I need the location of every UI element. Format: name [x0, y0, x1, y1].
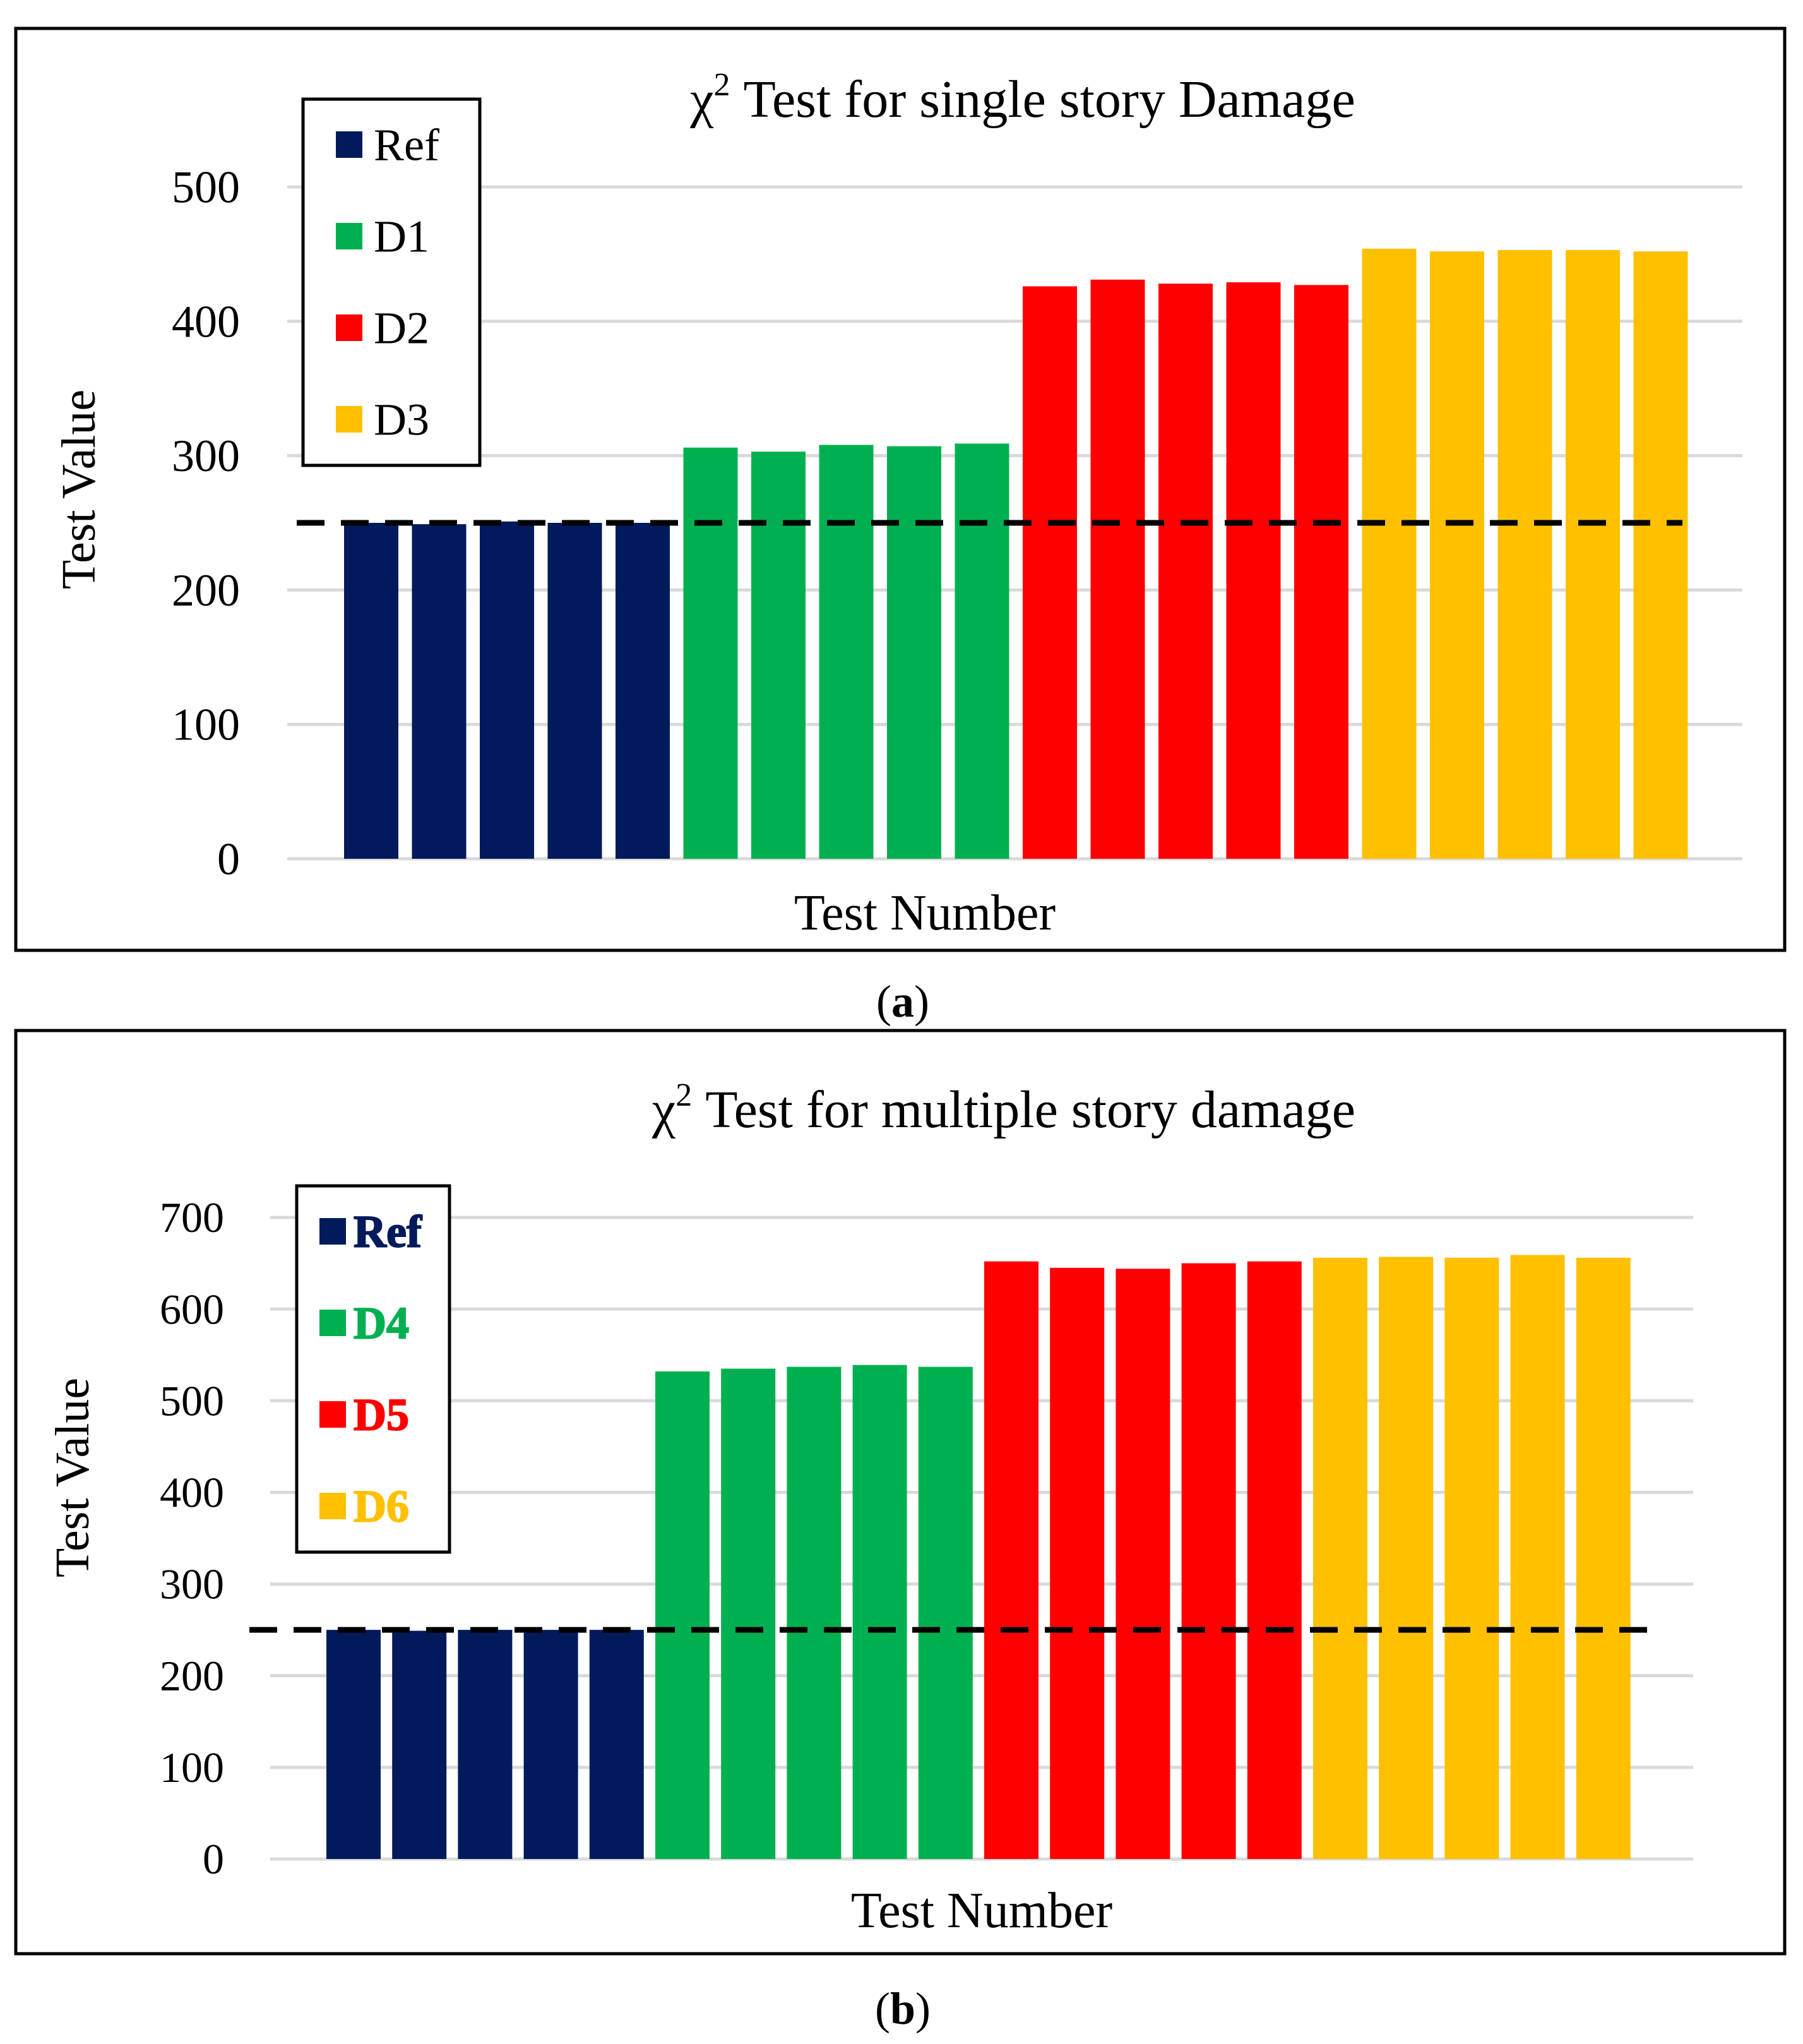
legend-swatch-ref — [336, 131, 362, 158]
bar-d6 — [1379, 1257, 1434, 1859]
panel-b-caption: (b) — [875, 1983, 931, 2034]
legend-label-d5: D5 — [354, 1389, 409, 1440]
bar-ref — [616, 523, 670, 859]
chart-title: χ2 Test for single story Damage — [689, 67, 1355, 129]
bar-d5 — [1050, 1267, 1105, 1859]
legend-swatch-ref — [319, 1218, 346, 1245]
legend: Ref D4 D5 D6 — [295, 1184, 451, 1554]
y-tick-label: 700 — [160, 1193, 224, 1241]
bar-ref — [344, 523, 398, 859]
bar-ref — [589, 1630, 644, 1859]
y-tick-label: 200 — [160, 1652, 224, 1700]
bar-d3 — [1566, 250, 1620, 859]
legend-box — [295, 1184, 451, 1554]
bar-d1 — [819, 445, 874, 859]
legend-swatch-d1 — [336, 223, 362, 249]
bar-d2 — [1294, 285, 1348, 859]
legend-label-d2: D2 — [374, 302, 429, 353]
bar-d3 — [1633, 251, 1688, 859]
bar-d2 — [1090, 279, 1145, 859]
legend-swatch-d2 — [336, 314, 362, 341]
bar-ref — [412, 524, 467, 859]
legend-box — [301, 97, 482, 467]
legend: Ref D1 D2 D3 — [301, 97, 482, 467]
bar-ref — [326, 1630, 381, 1859]
bar-d4 — [787, 1366, 842, 1859]
bar-d2 — [1226, 282, 1281, 859]
bar-ref — [547, 523, 602, 859]
panel-b: χ2 Test for multiple story damage 0 100 20… — [14, 1029, 1787, 1956]
legend-label-ref: Ref — [374, 119, 439, 170]
bar-d6 — [1444, 1257, 1499, 1859]
bar-d4 — [655, 1371, 710, 1859]
legend-swatch-d3 — [336, 406, 362, 433]
bar-d2 — [1158, 284, 1213, 859]
y-tick-label: 300 — [160, 1560, 224, 1608]
chart-title: χ2 Test for multiple story damage — [652, 1077, 1355, 1139]
bar-d3 — [1430, 251, 1484, 859]
bar-d4 — [852, 1365, 907, 1859]
legend-label-d3: D3 — [374, 394, 429, 445]
y-tick-label: 100 — [172, 700, 240, 750]
y-tick-label: 200 — [172, 565, 240, 616]
y-tick-label: 300 — [172, 431, 240, 481]
legend-label-ref: Ref — [354, 1206, 422, 1257]
y-tick-label: 400 — [160, 1469, 224, 1517]
bar-d3 — [1497, 250, 1552, 859]
bar-d3 — [1362, 248, 1417, 859]
bar-d5 — [1181, 1263, 1236, 1859]
y-tick-label: 0 — [203, 1835, 224, 1883]
bar-d6 — [1510, 1255, 1565, 1859]
bar-d5 — [1116, 1269, 1170, 1859]
y-tick-label: 0 — [217, 834, 240, 884]
y-tick-label: 600 — [160, 1285, 224, 1333]
bar-d5 — [984, 1261, 1038, 1859]
bar-ref — [523, 1630, 578, 1859]
bar-ref — [458, 1630, 513, 1859]
legend-label-d1: D1 — [374, 211, 429, 261]
bar-d1 — [955, 443, 1009, 859]
x-axis-label: Test Number — [851, 1883, 1112, 1939]
bar-d4 — [721, 1368, 776, 1859]
y-axis-label: Test Value — [52, 390, 105, 589]
legend-swatch-d6 — [319, 1493, 346, 1519]
y-tick-label: 100 — [160, 1743, 224, 1791]
bar-d5 — [1247, 1261, 1302, 1859]
bar-ref — [392, 1630, 447, 1859]
legend-label-d4: D4 — [354, 1298, 409, 1348]
legend-label-d6: D6 — [354, 1481, 409, 1531]
y-tick-label: 500 — [160, 1377, 224, 1425]
x-axis-label: Test Number — [794, 885, 1056, 941]
bar-d2 — [1023, 286, 1077, 859]
bar-ref — [480, 521, 534, 859]
legend-swatch-d5 — [319, 1401, 346, 1428]
bar-d6 — [1313, 1257, 1367, 1859]
y-axis-label: Test Value — [46, 1378, 99, 1577]
panel-a: χ2 Test for single story Damage 0 100 200 3… — [14, 27, 1787, 952]
panel-a-caption: (a) — [876, 976, 929, 1027]
bar-d4 — [918, 1366, 973, 1859]
bar-d1 — [751, 451, 806, 859]
legend-swatch-d4 — [319, 1310, 346, 1336]
bar-d1 — [683, 447, 738, 859]
y-tick-label: 500 — [172, 162, 240, 212]
bar-d1 — [887, 446, 941, 859]
bar-d6 — [1576, 1257, 1631, 1859]
y-tick-label: 400 — [172, 296, 240, 347]
